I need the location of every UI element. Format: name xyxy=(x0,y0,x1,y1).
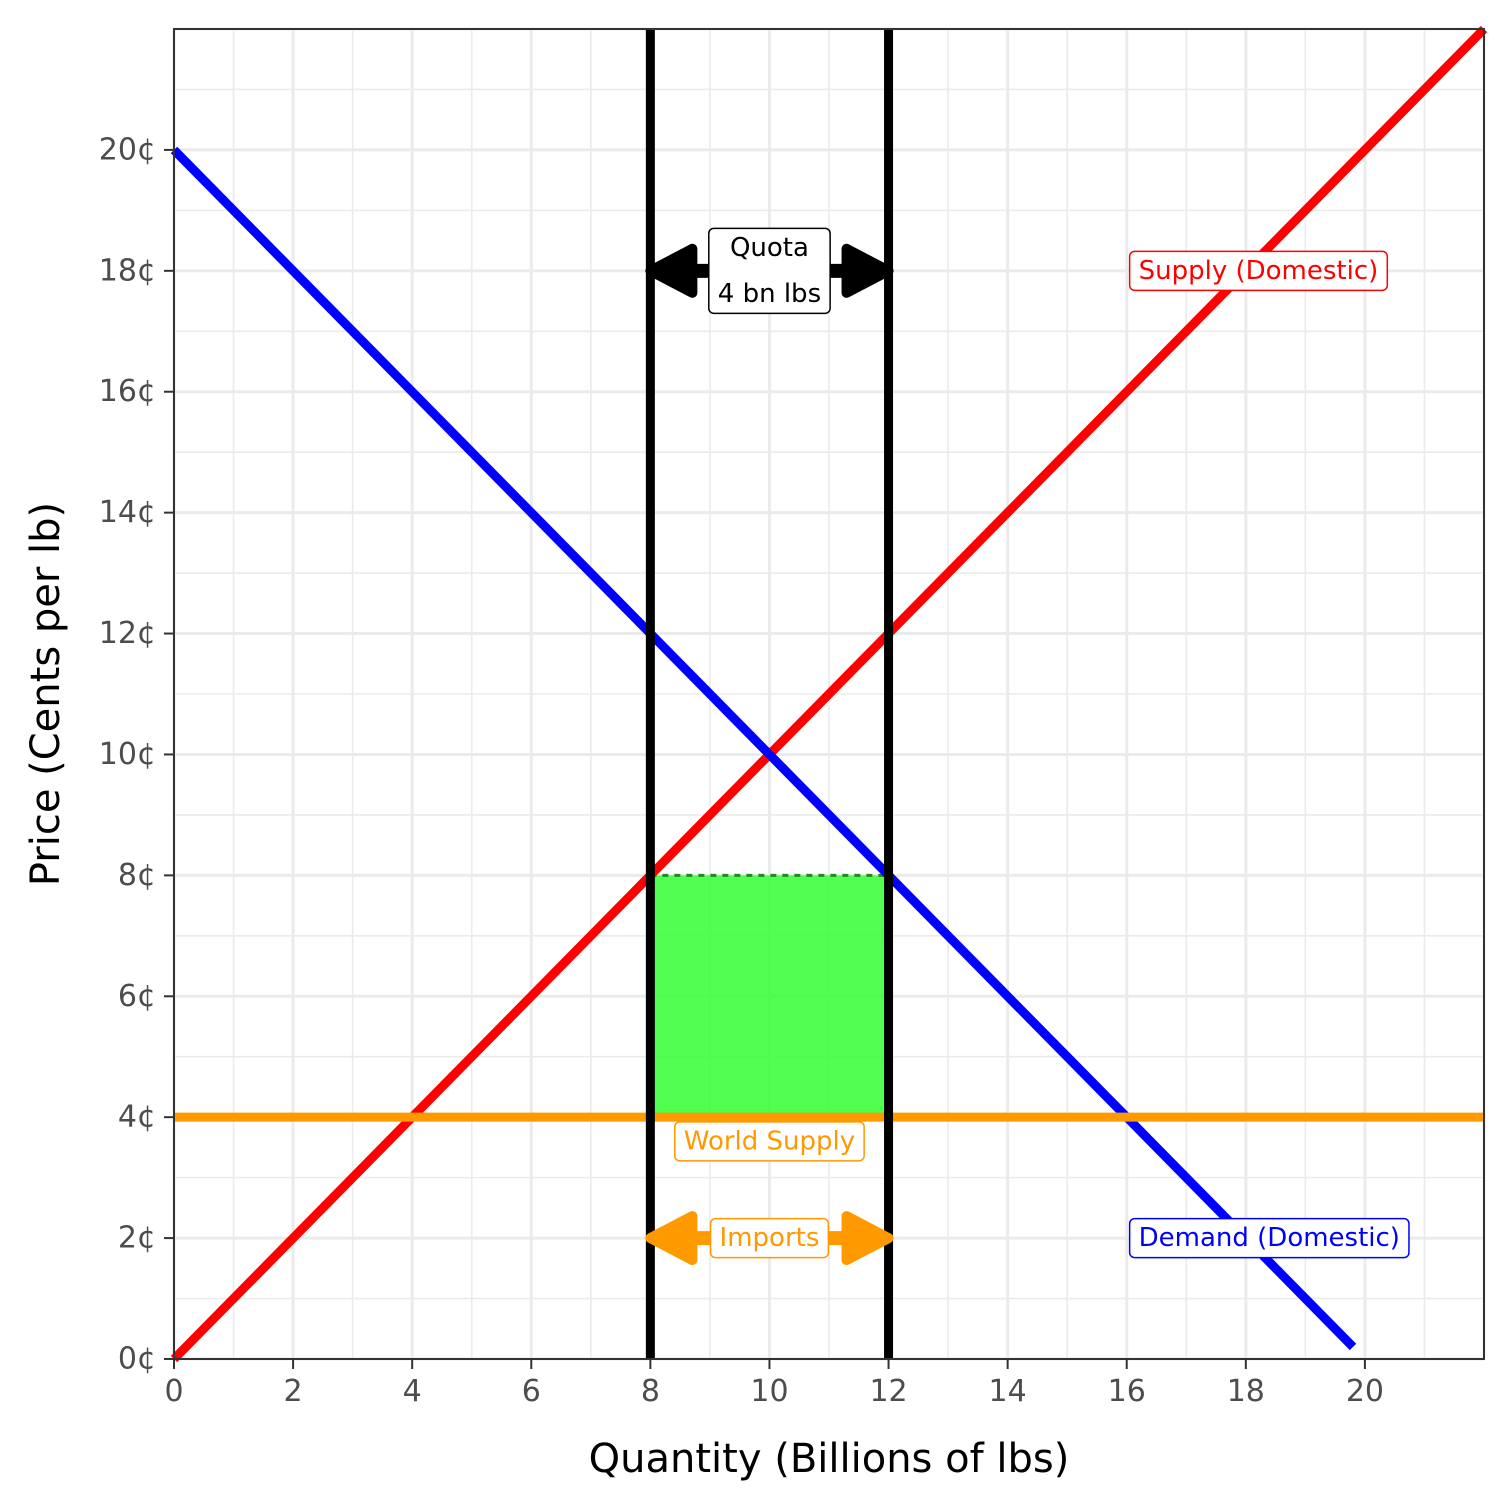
label-text: Supply (Domestic) xyxy=(1139,256,1379,286)
label-text: Quota xyxy=(730,233,809,263)
label-box xyxy=(1128,1217,1410,1259)
label-demand-domestic: Demand (Domestic) xyxy=(1128,1217,1410,1259)
x-tick-label: 6 xyxy=(522,1374,541,1409)
arrow-head-right xyxy=(841,1211,894,1266)
x-tick-label: 14 xyxy=(989,1374,1027,1409)
x-tick-label: 20 xyxy=(1346,1374,1384,1409)
ticks-layer: 0 2 4 6 8 10 12 14 16 18 20 0¢ 2¢ 4¢ 6¢ 8¢ 10¢ 12¢ 14¢ 16¢ 1… xyxy=(99,132,1384,1409)
x-tick-label: 12 xyxy=(869,1374,907,1409)
label-supply-domestic: Supply (Domestic) xyxy=(1128,250,1389,292)
shaded-region xyxy=(650,875,889,1118)
label-box xyxy=(709,1217,830,1259)
y-tick-label: 14¢ xyxy=(99,495,156,530)
vertical-lines-layer xyxy=(645,29,894,1359)
y-tick-label: 10¢ xyxy=(99,737,156,772)
y-axis-title: Price (Cents per lb) xyxy=(23,502,69,886)
x-tick-label: 18 xyxy=(1227,1374,1265,1409)
arrow-head-left xyxy=(645,243,698,298)
y-tick-label: 6¢ xyxy=(118,979,156,1014)
shaded-region-layer xyxy=(648,873,891,1119)
x-tick-label: 4 xyxy=(403,1374,422,1409)
y-tick-label: 8¢ xyxy=(118,858,156,893)
x-tick-label: 0 xyxy=(164,1374,183,1409)
x-tick-label: 16 xyxy=(1108,1374,1146,1409)
label-box xyxy=(674,1121,865,1162)
label-text: World Supply xyxy=(684,1126,855,1156)
x-tick-label: 2 xyxy=(284,1374,303,1409)
y-tick-label: 2¢ xyxy=(118,1221,156,1256)
panel-border xyxy=(173,28,1485,1360)
y-tick-label: 16¢ xyxy=(99,374,156,409)
y-tick-label: 0¢ xyxy=(118,1342,156,1377)
label-text: Imports xyxy=(720,1223,820,1253)
label-text: Demand (Domestic) xyxy=(1139,1223,1400,1253)
x-tick-label: 10 xyxy=(750,1374,788,1409)
x-tick-label: 8 xyxy=(641,1374,660,1409)
arrow-head-right xyxy=(841,243,894,298)
label-text: 4 bn lbs xyxy=(718,279,821,309)
y-tick-label: 20¢ xyxy=(99,132,156,167)
x-axis-title: Quantity (Billions of lbs) xyxy=(589,1436,1070,1482)
label-box xyxy=(708,227,831,315)
label-box xyxy=(1128,250,1389,292)
series-line-demand-domestic xyxy=(170,146,1357,1351)
label-world-supply: World Supply xyxy=(674,1121,865,1162)
y-tick-label: 4¢ xyxy=(118,1100,156,1135)
labels-layer: Supply (Domestic) Demand (Domestic) World … xyxy=(674,227,1410,1259)
arrow-head-left xyxy=(645,1211,698,1266)
label-quota-4-bn-lbs: Quota 4 bn lbs xyxy=(708,227,831,315)
y-tick-label: 12¢ xyxy=(99,616,156,651)
y-tick-label: 18¢ xyxy=(99,253,156,288)
label-imports: Imports xyxy=(709,1217,830,1259)
